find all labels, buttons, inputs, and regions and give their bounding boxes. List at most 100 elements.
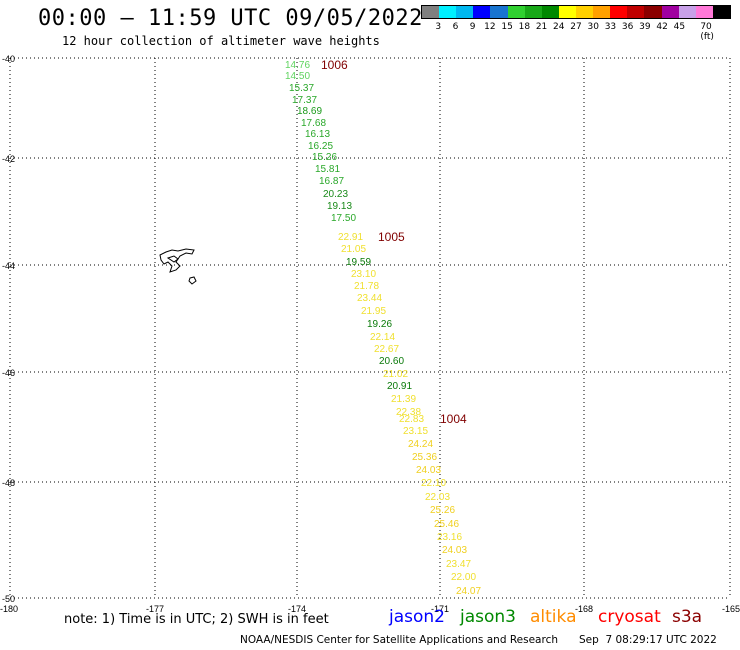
scale-swatch — [473, 6, 491, 18]
longitude-label: -174 — [288, 604, 306, 614]
longitude-label: -165 — [722, 604, 740, 614]
latitude-label: -46 — [2, 368, 15, 378]
scale-swatch — [456, 6, 474, 18]
scale-swatch — [695, 6, 713, 18]
scale-label: 3 — [435, 22, 442, 32]
scale-swatch — [439, 6, 457, 18]
wave-height-value: 15.37 — [289, 83, 314, 94]
longitude-label: -171 — [431, 604, 449, 614]
map-grid — [9, 57, 731, 599]
pressure-label: 1006 — [321, 58, 348, 72]
wave-height-color-scale: 3 6 9 12 15 18 21 24 27 30 33 36 39 42 45 70 (ft) — [421, 5, 731, 42]
wave-height-value: 22.67 — [374, 344, 399, 355]
pressure-label: 1005 — [378, 230, 405, 244]
legend-cryosat: cryosat — [598, 607, 661, 627]
scale-label: 21 — [535, 22, 548, 32]
wave-height-value: 14.76 — [285, 60, 310, 71]
scale-swatch — [661, 6, 679, 18]
latitude-label: -40 — [2, 54, 15, 64]
wave-height-value: 22.91 — [338, 232, 363, 243]
longitude-label: -180 — [0, 604, 18, 614]
wave-height-value: 20.91 — [387, 381, 412, 392]
wave-height-value: 20.23 — [323, 189, 348, 200]
wave-height-value: 15.26 — [312, 152, 337, 163]
wave-height-value: 21.05 — [341, 244, 366, 255]
scale-swatch — [490, 6, 508, 18]
wave-height-value: 20.60 — [379, 356, 404, 367]
scale-swatch — [558, 6, 576, 18]
longitude-label: -177 — [146, 604, 164, 614]
generated-timestamp: Sep 7 08:29:17 UTC 2022 — [579, 634, 717, 646]
wave-height-value: 24.24 — [408, 439, 433, 450]
scale-swatch — [524, 6, 542, 18]
wave-height-value: 15.81 — [315, 164, 340, 175]
wave-height-value: 19.26 — [367, 319, 392, 330]
scale-swatch — [575, 6, 594, 18]
scale-label: 70 (ft) — [700, 22, 714, 42]
wave-height-value: 25.26 — [430, 505, 455, 516]
wave-height-value: 25.46 — [434, 519, 459, 530]
wave-height-value: 25.36 — [412, 452, 437, 463]
page-subtitle: 12 hour collection of altimeter wave hei… — [62, 34, 380, 48]
wave-height-value: 24.03 — [416, 465, 441, 476]
legend-altika: altika — [530, 607, 577, 627]
legend-s3a: s3a — [672, 607, 703, 627]
wave-height-value: 22.38 — [396, 407, 421, 418]
scale-swatch — [593, 6, 611, 18]
scale-label: 18 — [518, 22, 531, 32]
page-title: 00:00 – 11:59 UTC 09/05/2022 — [38, 6, 423, 31]
scale-swatch — [422, 6, 440, 18]
scale-swatch — [644, 6, 662, 18]
scale-swatch — [712, 6, 730, 18]
scale-label: 12 — [484, 22, 496, 32]
scale-label: 36 — [621, 22, 634, 32]
latitude-labels: -40 -42 -44 -46 -48 -50 — [2, 54, 15, 604]
wave-height-value: 17.37 — [292, 95, 317, 106]
wave-height-value: 17.68 — [301, 118, 326, 129]
scale-label: 27 — [570, 22, 582, 32]
scale-label: 24 — [553, 22, 565, 32]
scale-swatch — [627, 6, 645, 18]
wave-height-value: 21.95 — [361, 306, 386, 317]
wave-height-value: 17.50 — [331, 213, 356, 224]
wave-height-value: 23.44 — [357, 293, 382, 304]
scale-label: 39 — [639, 22, 651, 32]
wave-height-value: 16.25 — [308, 141, 333, 152]
wave-height-value: 24.07 — [456, 586, 481, 597]
wave-height-value: 16.87 — [319, 176, 344, 187]
latitude-label: -42 — [2, 154, 15, 164]
latitude-label: -50 — [2, 594, 15, 604]
legend-jason3: jason3 — [460, 607, 516, 627]
wave-height-value: 19.59 — [346, 257, 371, 268]
color-scale-labels: 3 6 9 12 15 18 21 24 27 30 33 36 39 42 45 70 (ft) — [421, 19, 731, 42]
wave-height-value: 23.47 — [446, 559, 471, 570]
scale-swatch — [507, 6, 525, 18]
pressure-labels: 1006 1005 1004 — [321, 58, 467, 426]
wave-height-value: 21.39 — [391, 394, 416, 405]
wave-height-value: 22.10 — [421, 478, 446, 489]
island-outline — [159, 248, 197, 285]
latitude-label: -44 — [2, 261, 15, 271]
wave-height-value: 23.16 — [437, 532, 462, 543]
scale-label: 42 — [656, 22, 668, 32]
scale-label: 30 — [587, 22, 599, 32]
credit-text: NOAA/NESDIS Center for Satellite Applica… — [240, 634, 558, 646]
altimeter-track: 14.7614.5015.3717.3718.6917.6816.1316.25… — [285, 60, 481, 597]
color-scale-bar — [421, 5, 731, 19]
scale-label: 45 — [673, 22, 686, 32]
wave-height-value: 23.15 — [403, 426, 428, 437]
wave-height-value: 18.69 — [297, 106, 322, 117]
scale-label: 15 — [501, 22, 513, 32]
longitude-labels: -180 -177 -174 -171 -168 -165 — [0, 604, 740, 614]
wave-height-value: 19.13 — [327, 201, 352, 212]
legend-jason2: jason2 — [389, 607, 445, 627]
wave-height-value: 14.50 — [285, 71, 310, 82]
wave-height-value: 23.10 — [351, 269, 376, 280]
pressure-label: 1004 — [440, 412, 467, 426]
scale-label: 9 — [469, 22, 476, 32]
wave-height-value: 22.03 — [425, 492, 450, 503]
wave-height-value: 16.13 — [305, 129, 330, 140]
wave-height-value: 21.02 — [383, 369, 408, 380]
wave-height-value: 22.14 — [370, 332, 395, 343]
